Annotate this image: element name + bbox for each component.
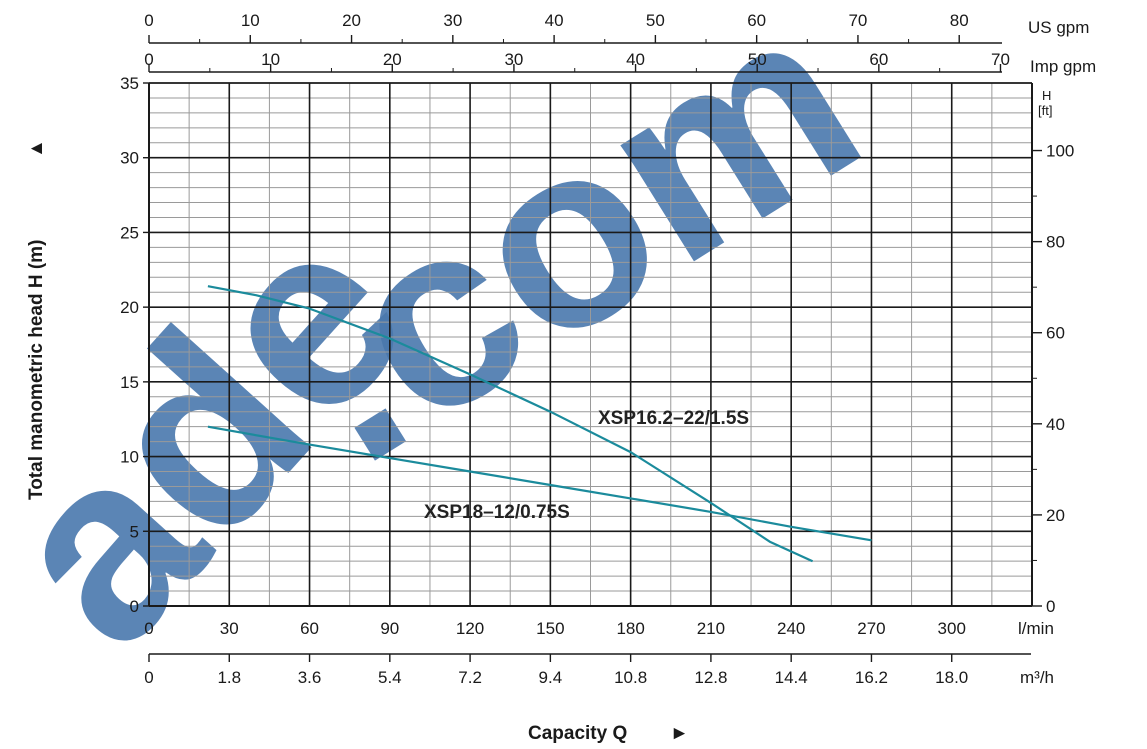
y-axis-title: Total manometric head H (m) (26, 240, 47, 500)
x-tick-label-lmin: 210 (697, 619, 725, 638)
x-unit-m3h: m³/h (1020, 668, 1054, 687)
right-tick-label: 40 (1046, 415, 1065, 434)
x-tick-label-lmin: 240 (777, 619, 805, 638)
watermark: ade .com (0, 0, 904, 697)
top-axis-us-tick-label: 40 (545, 11, 564, 30)
right-axis-unit-h: H (1042, 88, 1051, 103)
x-axis-title: Capacity Q (528, 723, 627, 744)
y-tick-label: 15 (120, 373, 139, 392)
x-tick-label-lmin: 30 (220, 619, 239, 638)
y-tick-label: 20 (120, 298, 139, 317)
x-tick-label-m3h: 5.4 (378, 668, 402, 687)
top-axis-imp-tick-label: 70 (991, 50, 1010, 69)
y-tick-label: 30 (120, 149, 139, 168)
series-layer (207, 285, 872, 563)
y-tick-label: 25 (120, 223, 139, 242)
top-axis-imp-tick-label: 30 (504, 50, 523, 69)
x-tick-label-m3h: 10.8 (614, 668, 647, 687)
series-label-xsp16: XSP16.2–22/1.5S (598, 408, 749, 429)
top-axis-imp-unit: Imp gpm (1030, 57, 1096, 76)
top-axis-us-tick-label: 30 (443, 11, 462, 30)
right-tick-label: 100 (1046, 142, 1074, 161)
x-tick-label-lmin: 90 (380, 619, 399, 638)
x-tick-label-lmin: 180 (616, 619, 644, 638)
right-axis-unit-ft: [ft] (1038, 103, 1052, 118)
y-tick-label: 35 (120, 74, 139, 93)
x-tick-label-lmin: 120 (456, 619, 484, 638)
top-axis-imp-tick-label: 0 (144, 50, 153, 69)
top-axis-us-tick-label: 60 (747, 11, 766, 30)
x-tick-label-m3h: 1.8 (217, 668, 241, 687)
right-tick-label: 60 (1046, 324, 1065, 343)
top-axis-us-tick-label: 20 (342, 11, 361, 30)
x-tick-label-m3h: 9.4 (539, 668, 563, 687)
y-tick-label: 5 (130, 522, 139, 541)
right-tick-label: 80 (1046, 233, 1065, 252)
x-axis-arrow: ► (670, 723, 689, 744)
top-axis-imp-tick-label: 20 (383, 50, 402, 69)
top-axis-us-tick-label: 10 (241, 11, 260, 30)
top-axis-us-tick-label: 80 (950, 11, 969, 30)
x-tick-label-lmin: 270 (857, 619, 885, 638)
y-tick-label: 10 (120, 448, 139, 467)
series-line-2 (207, 425, 872, 542)
top-axis-imp-tick-label: 40 (626, 50, 645, 69)
top-axis-imp-tick-label: 50 (748, 50, 767, 69)
series-line-1 (207, 285, 814, 563)
x-tick-label-m3h: 0 (144, 668, 153, 687)
y-axis-arrow: ▲ (26, 139, 47, 158)
top-axis-imp-tick-label: 10 (261, 50, 280, 69)
right-tick-label: 0 (1046, 597, 1055, 616)
x-tick-label-m3h: 3.6 (298, 668, 322, 687)
top-axis-us-unit: US gpm (1028, 18, 1089, 37)
top-axis-us-tick-label: 70 (848, 11, 867, 30)
y-tick-label: 0 (130, 597, 139, 616)
top-axis-us-tick-label: 50 (646, 11, 665, 30)
x-tick-label-m3h: 14.4 (775, 668, 808, 687)
top-axis-us-tick-label: 0 (144, 11, 153, 30)
x-tick-label-m3h: 7.2 (458, 668, 482, 687)
x-tick-label-m3h: 18.0 (935, 668, 968, 687)
top-axis-imp-tick-label: 60 (869, 50, 888, 69)
series-label-xsp18: XSP18–12/0.75S (424, 502, 570, 523)
x-tick-label-lmin: 60 (300, 619, 319, 638)
right-tick-label: 20 (1046, 506, 1065, 525)
x-tick-label-lmin: 150 (536, 619, 564, 638)
x-tick-label-lmin: 300 (938, 619, 966, 638)
x-tick-label-m3h: 12.8 (694, 668, 727, 687)
x-tick-label-m3h: 16.2 (855, 668, 888, 687)
x-tick-label-lmin: 0 (144, 619, 153, 638)
x-unit-lmin: l/min (1018, 619, 1054, 638)
